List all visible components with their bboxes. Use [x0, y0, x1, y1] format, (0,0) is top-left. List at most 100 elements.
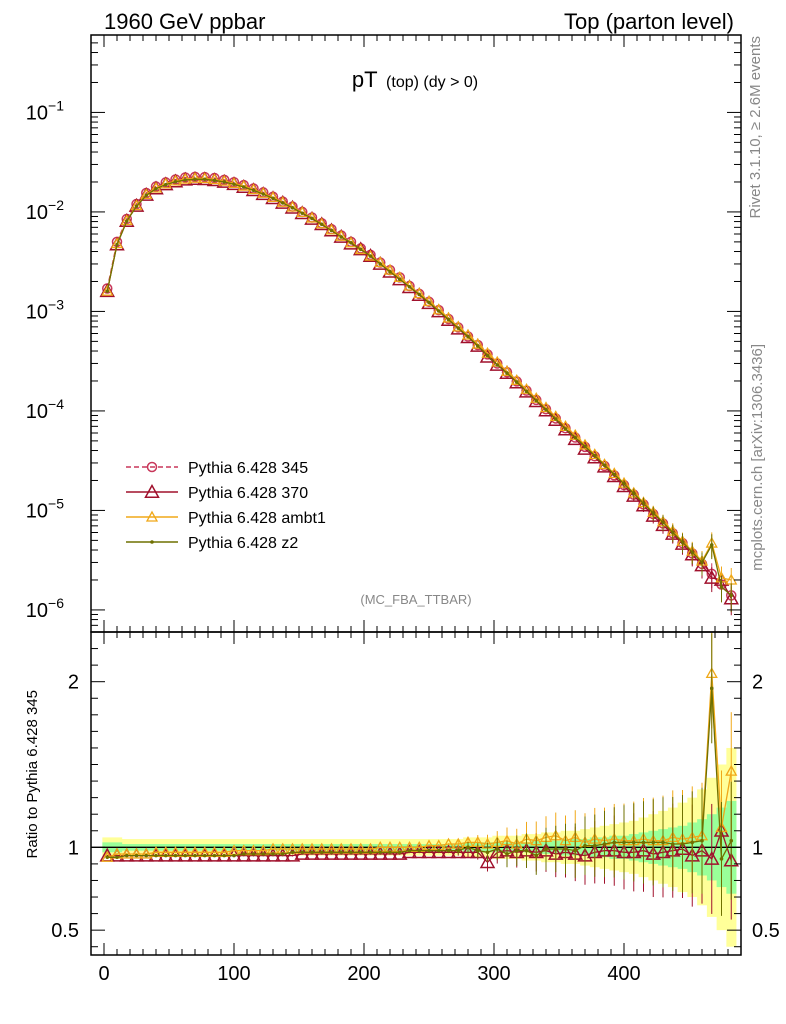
main-data-point [163, 182, 168, 187]
ratio-data-point [372, 845, 389, 860]
main-data-point [407, 284, 412, 289]
header-right: Top (parton level) [564, 9, 734, 34]
main-data-point [553, 417, 558, 421]
main-data-point [251, 188, 256, 193]
main-data-point [198, 172, 211, 184]
main-data-point [641, 501, 646, 506]
main-data-point [690, 550, 695, 555]
main-data-point [169, 174, 182, 186]
ratio-data-point [329, 850, 334, 855]
ratio-data-point [284, 847, 301, 862]
main-data-point [524, 389, 529, 394]
main-data-point [608, 467, 621, 479]
main-data-point [232, 182, 236, 186]
main-data-point [417, 292, 422, 297]
main-data-point [193, 177, 197, 182]
ratio-data-point [680, 842, 685, 846]
y-tick-label: 10−1 [26, 97, 64, 124]
y-tick-label-exponent: −1 [48, 97, 64, 113]
ratio-data-point [495, 847, 500, 851]
main-data-point [670, 530, 675, 535]
ratio-data-point [563, 847, 568, 851]
y-tick-label-base: 10 [26, 102, 48, 124]
main-data-point [179, 172, 192, 184]
ratio-data-point [442, 837, 455, 849]
ratio-data-point [202, 853, 207, 858]
main-data-point [661, 520, 665, 525]
main-data-point [183, 178, 188, 182]
ratio-data-point [265, 847, 281, 862]
legend-marker [144, 483, 160, 498]
ratio-data-point [709, 686, 714, 691]
main-data-point [101, 284, 114, 296]
main-data-point [583, 444, 587, 449]
main-data-point [144, 193, 149, 198]
ratio-data-point [105, 855, 110, 860]
main-data-point [344, 236, 358, 248]
analysis-tag: (MC_FBA_TTBAR) [360, 592, 471, 607]
ratio-data-point [183, 853, 188, 858]
main-data-point [124, 219, 129, 223]
ratio-data-point [430, 844, 447, 859]
ratio-data-point [602, 842, 607, 846]
y-tick-label-base: 10 [26, 401, 48, 423]
ratio-data-point [534, 853, 539, 858]
main-data-point [612, 472, 617, 477]
main-data-point [703, 569, 720, 584]
ratio-data-point [251, 852, 256, 856]
y-tick-label: 10−6 [26, 595, 64, 622]
ratio-data-point [388, 850, 392, 855]
main-data-point [261, 192, 266, 196]
ratio-y-tick-label-left: 0.5 [51, 920, 79, 942]
legend-label: Pythia 6.428 345 [188, 460, 308, 477]
y-tick-label-exponent: −3 [48, 296, 64, 312]
ratio-y-tick-label-left: 1 [68, 837, 79, 859]
main-series-line [106, 178, 732, 596]
ratio-data-point [173, 853, 178, 858]
ratio-data-point [134, 853, 139, 858]
main-data-point [115, 242, 119, 247]
main-data-point [505, 371, 509, 375]
y-tick-label-base: 10 [26, 500, 48, 522]
main-data-point [719, 585, 724, 589]
ratio-data-point [124, 853, 129, 858]
main-data-point [280, 201, 285, 205]
ratio-data-point [274, 847, 291, 862]
ratio-y-tick-label-right: 2 [752, 672, 763, 694]
y-tick-label: 10−5 [26, 495, 64, 522]
ratio-data-point [690, 840, 695, 845]
ratio-data-point [553, 847, 558, 851]
main-data-point [602, 463, 607, 467]
main-data-point [388, 270, 392, 274]
y-tick-label-base: 10 [26, 202, 48, 224]
main-series-line [106, 176, 732, 596]
x-tick-label: 200 [347, 963, 380, 985]
ratio-data-point [514, 848, 519, 853]
main-data-point [709, 543, 714, 547]
y-tick-label-exponent: −6 [48, 595, 64, 611]
x-tick-label: 100 [217, 963, 250, 985]
main-data-point [598, 458, 611, 470]
ratio-data-point [358, 850, 363, 855]
ratio-data-point [505, 852, 509, 856]
ratio-data-point [349, 850, 353, 855]
ratio-data-point [466, 845, 470, 850]
ratio-data-point [475, 848, 480, 853]
legend-label: Pythia 6.428 370 [188, 485, 308, 502]
ratio-data-point [427, 848, 431, 853]
main-data-point [227, 176, 241, 188]
main-data-point [397, 277, 402, 282]
main-data-point [622, 482, 626, 486]
ratio-data-point [421, 844, 437, 859]
ratio-data-point [319, 850, 324, 855]
header-left: 1960 GeV ppbar [104, 9, 265, 34]
ratio-data-point [479, 854, 496, 869]
ratio-data-point [612, 840, 617, 845]
main-data-point [354, 243, 367, 255]
main-data-point [436, 309, 441, 313]
plot-title-main: pT [352, 67, 378, 92]
ratio-data-point [212, 853, 217, 858]
ratio-data-point [163, 853, 168, 858]
main-data-point [319, 222, 324, 227]
main-data-point [154, 186, 158, 191]
